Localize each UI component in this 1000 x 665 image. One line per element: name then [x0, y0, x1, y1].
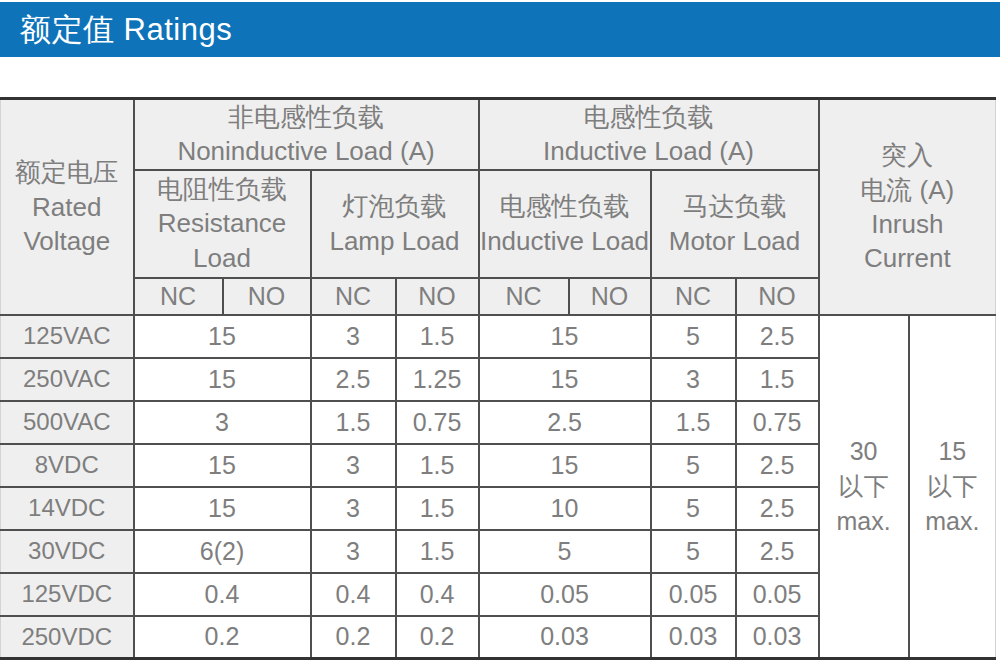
lamp-load-no-value: 1.5 — [396, 315, 479, 358]
inductive-no-header: NO — [569, 278, 651, 315]
inductive-load-value: 0.03 — [479, 616, 651, 659]
inductive-load-value: 5 — [479, 530, 651, 573]
motor-load-header: 马达负载 Motor Load — [651, 170, 819, 278]
lamp-load-nc-value: 3 — [311, 487, 396, 530]
motor-load-nc-value: 5 — [651, 487, 736, 530]
lamp-load-no-value: 1.5 — [396, 530, 479, 573]
lamp-load-nc-value: 3 — [311, 530, 396, 573]
motor-no-header: NO — [736, 278, 819, 315]
resistance-load-value: 3 — [134, 401, 311, 444]
datasheet-page: 额定值 Ratings 额定电压 Rated Voltage 非电感性负载 No… — [0, 0, 1000, 665]
lamp-load-nc-value: 0.2 — [311, 616, 396, 659]
motor-load-nc-value: 5 — [651, 444, 736, 487]
resistance-no-header: NO — [223, 278, 311, 315]
table-row-125vac: 125VAC 15 3 1.5 15 5 2.5 30 以下 max. 15 以… — [1, 315, 996, 358]
inductive-load-header: 电感性负载 Inductive Load — [479, 170, 651, 278]
voltage-cell: 500VAC — [1, 401, 134, 444]
resistance-load-value: 15 — [134, 487, 311, 530]
rated-voltage-header-cell: 额定电压 Rated Voltage — [1, 99, 134, 315]
motor-load-no-value: 1.5 — [736, 358, 819, 401]
lamp-nc-header: NC — [311, 278, 396, 315]
voltage-cell: 8VDC — [1, 444, 134, 487]
lamp-load-no-value: 1.5 — [396, 444, 479, 487]
lamp-load-no-value: 1.5 — [396, 487, 479, 530]
lamp-load-no-value: 0.75 — [396, 401, 479, 444]
table-header-row-groups: 额定电压 Rated Voltage 非电感性负载 Noninductive L… — [1, 99, 996, 170]
inrush-current-15-cell: 15 以下 max. — [909, 315, 996, 659]
inductive-nc-header: NC — [479, 278, 569, 315]
voltage-cell: 14VDC — [1, 487, 134, 530]
inductive-load-value: 2.5 — [479, 401, 651, 444]
inductive-load-value: 10 — [479, 487, 651, 530]
inrush-current-30-cell: 30 以下 max. — [819, 315, 909, 659]
voltage-cell: 250VAC — [1, 358, 134, 401]
resistance-load-value: 0.4 — [134, 573, 311, 616]
resistance-nc-header: NC — [134, 278, 223, 315]
lamp-load-no-value: 0.4 — [396, 573, 479, 616]
motor-load-nc-value: 5 — [651, 530, 736, 573]
motor-load-nc-value: 3 — [651, 358, 736, 401]
voltage-cell: 250VDC — [1, 616, 134, 659]
inrush-current-header-cell: 突入 电流 (A) Inrush Current — [819, 99, 996, 315]
motor-load-no-value: 0.05 — [736, 573, 819, 616]
lamp-load-nc-value: 3 — [311, 444, 396, 487]
section-title-bar: 额定值 Ratings — [0, 2, 1000, 57]
lamp-load-nc-value: 1.5 — [311, 401, 396, 444]
resistance-load-value: 0.2 — [134, 616, 311, 659]
lamp-load-no-value: 0.2 — [396, 616, 479, 659]
resistance-load-value: 15 — [134, 358, 311, 401]
motor-load-nc-value: 5 — [651, 315, 736, 358]
lamp-load-no-value: 1.25 — [396, 358, 479, 401]
lamp-load-nc-value: 3 — [311, 315, 396, 358]
motor-load-no-value: 0.75 — [736, 401, 819, 444]
inductive-load-value: 0.05 — [479, 573, 651, 616]
resistance-load-header: 电阻性负载 Resistance Load — [134, 170, 311, 278]
motor-load-nc-value: 1.5 — [651, 401, 736, 444]
resistance-load-value: 6(2) — [134, 530, 311, 573]
lamp-load-nc-value: 0.4 — [311, 573, 396, 616]
voltage-cell: 125VAC — [1, 315, 134, 358]
motor-load-no-value: 2.5 — [736, 444, 819, 487]
lamp-load-header: 灯泡负载 Lamp Load — [311, 170, 479, 278]
voltage-cell: 30VDC — [1, 530, 134, 573]
inductive-load-value: 15 — [479, 358, 651, 401]
lamp-no-header: NO — [396, 278, 479, 315]
inductive-load-group-header: 电感性负载 Inductive Load (A) — [479, 99, 819, 170]
resistance-load-value: 15 — [134, 444, 311, 487]
motor-load-no-value: 2.5 — [736, 487, 819, 530]
noninductive-load-group-header: 非电感性负载 Noninductive Load (A) — [134, 99, 479, 170]
voltage-cell: 125VDC — [1, 573, 134, 616]
lamp-load-nc-value: 2.5 — [311, 358, 396, 401]
page-title: 额定值 Ratings — [0, 9, 232, 51]
inductive-load-value: 15 — [479, 444, 651, 487]
inductive-load-value: 15 — [479, 315, 651, 358]
ratings-table: 额定电压 Rated Voltage 非电感性负载 Noninductive L… — [0, 97, 996, 660]
resistance-load-value: 15 — [134, 315, 311, 358]
motor-load-no-value: 2.5 — [736, 315, 819, 358]
motor-nc-header: NC — [651, 278, 736, 315]
motor-load-nc-value: 0.05 — [651, 573, 736, 616]
motor-load-nc-value: 0.03 — [651, 616, 736, 659]
motor-load-no-value: 0.03 — [736, 616, 819, 659]
motor-load-no-value: 2.5 — [736, 530, 819, 573]
